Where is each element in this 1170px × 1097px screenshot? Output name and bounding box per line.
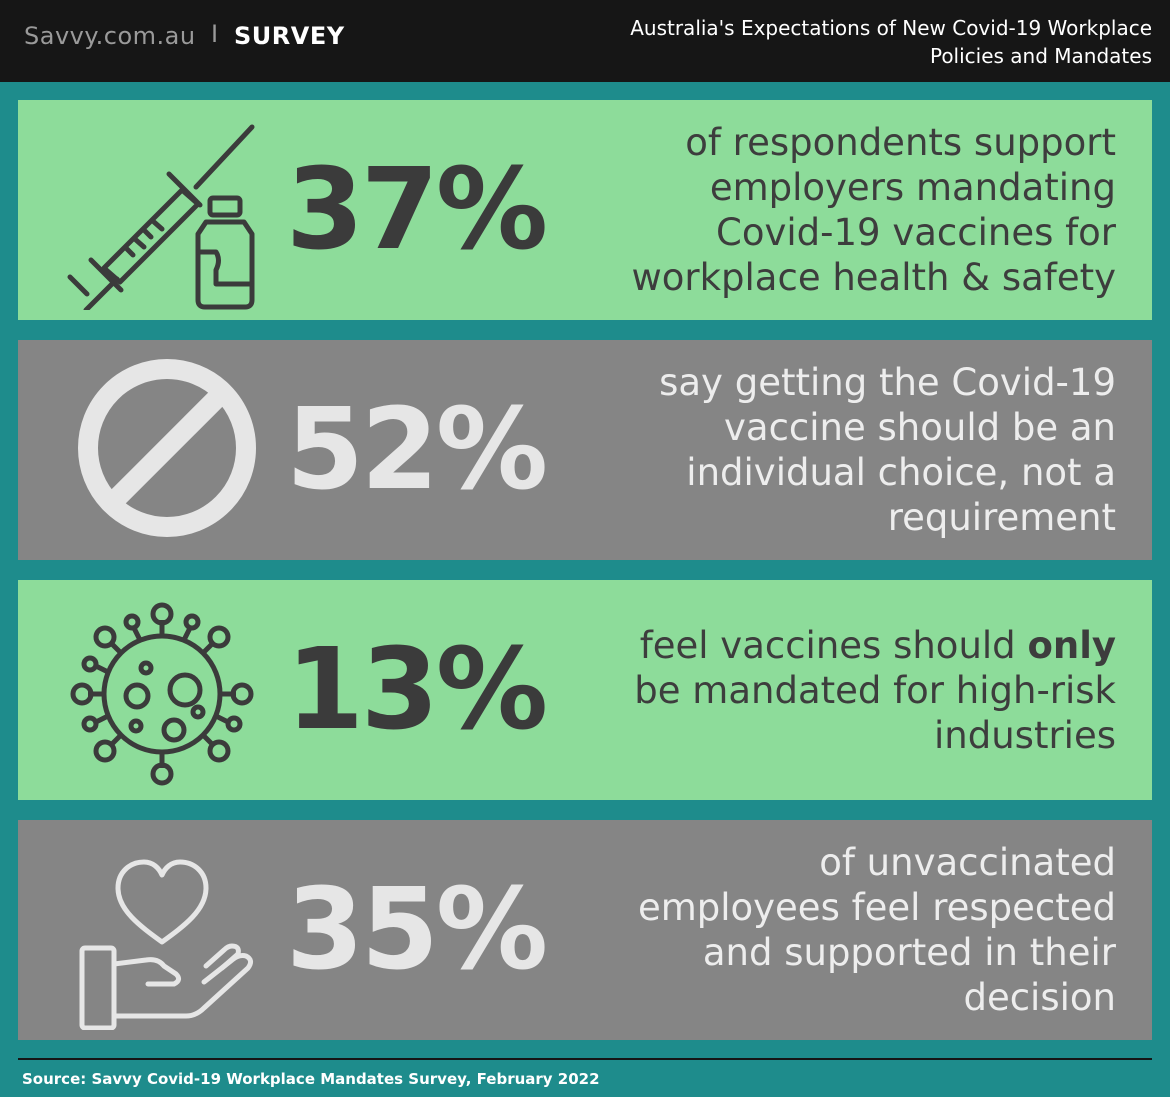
report-title-line: Policies and Mandates — [929, 44, 1152, 68]
stat-description-line: industries — [934, 713, 1116, 757]
report-title-line: Australia's Expectations of New Covid-19… — [630, 16, 1152, 40]
stat-card-vaccine-mandate: 37% of respondents support employers man… — [18, 100, 1152, 320]
stat-description-line: say getting the Covid-19 — [659, 361, 1116, 404]
prohibited-icon — [78, 359, 256, 537]
stat-description-line: of respondents support — [685, 121, 1116, 164]
header-bar: Savvy.com.au I SURVEY Australia's Expect… — [0, 0, 1170, 82]
syringe-vial-icon — [67, 124, 255, 310]
stat-description-line: of unvaccinated — [819, 841, 1116, 884]
stat-description-text: feel vaccines should — [639, 623, 1028, 667]
stat-card-individual-choice: 52% say getting the Covid-19 vaccine sho… — [18, 340, 1152, 560]
stat-description-line: individual choice, not a — [686, 451, 1116, 494]
section-label: SURVEY — [234, 22, 345, 50]
stat-percentage: 52% — [286, 385, 548, 515]
stat-card-high-risk: 13% feel vaccines should only be mandate… — [18, 580, 1152, 800]
stat-percentage: 37% — [286, 145, 548, 275]
report-title: Australia's Expectations of New Covid-19… — [592, 14, 1152, 70]
stat-percentage: 35% — [286, 865, 548, 995]
virus-icon — [70, 602, 254, 786]
stat-description-line: requirement — [887, 496, 1116, 539]
stat-description: of unvaccinated employees feel respected… — [596, 840, 1116, 1020]
stat-description-emphasis: only — [1027, 623, 1116, 667]
stat-card-respected: 35% of unvaccinated employees feel respe… — [18, 820, 1152, 1040]
stat-description-line: be mandated for high-risk — [634, 668, 1116, 712]
stat-description-line: employers mandating — [709, 166, 1116, 209]
stat-description-line: workplace health & safety — [631, 256, 1117, 299]
brand-separator: I — [211, 20, 219, 48]
stat-description-line: and supported in their — [702, 931, 1116, 974]
stat-description-line: Covid-19 vaccines for — [716, 211, 1116, 254]
stat-description-line: vaccine should be an — [724, 406, 1116, 449]
stat-description-line: feel vaccines should only — [596, 623, 1116, 668]
stat-description: of respondents support employers mandati… — [596, 120, 1117, 300]
stat-description: say getting the Covid-19 vaccine should … — [596, 360, 1116, 540]
heart-hand-icon — [79, 859, 254, 1030]
stat-description: feel vaccines should only be mandated fo… — [596, 600, 1116, 780]
stat-description-line: decision — [963, 976, 1116, 1019]
source-citation: Source: Savvy Covid-19 Workplace Mandate… — [22, 1070, 600, 1088]
stat-percentage: 13% — [286, 625, 548, 755]
stat-description-line: employees feel respected — [637, 886, 1116, 929]
footer-divider — [18, 1058, 1152, 1060]
brand-name: Savvy.com.au — [24, 22, 196, 50]
